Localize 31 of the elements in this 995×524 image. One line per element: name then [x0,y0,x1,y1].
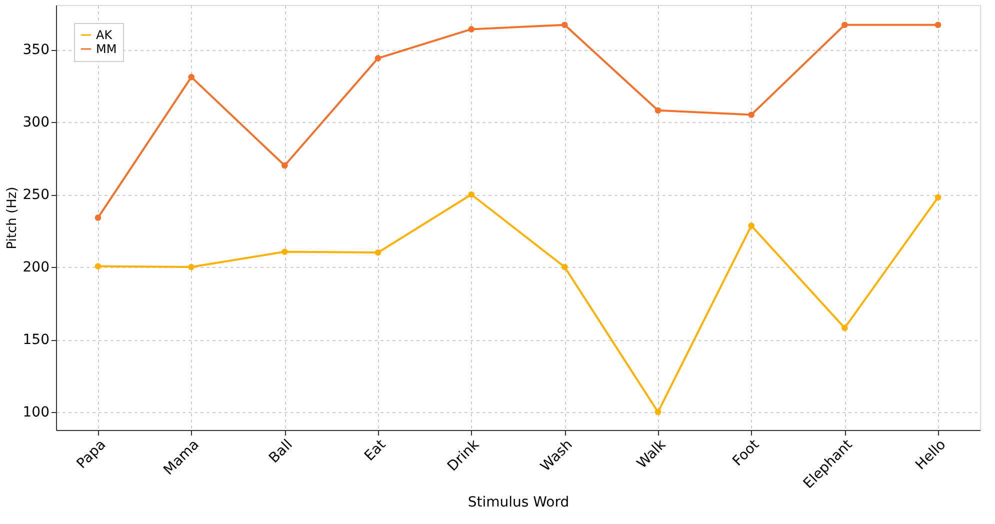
y-tick-label: 350 [22,42,50,58]
y-tick-label: 100 [22,404,50,421]
y-tick-label: 200 [22,260,50,276]
y-axis-title: Pitch (Hz) [4,186,20,250]
point [562,264,568,270]
point [748,222,754,229]
point [748,112,754,118]
y-tick-label: 300 [22,114,50,131]
legend-label: AK [96,28,114,42]
point [374,249,382,256]
point [934,22,942,28]
x-tick-label: Eat [362,436,390,464]
point [562,22,568,28]
point [282,162,288,169]
point [842,324,848,332]
point [282,248,288,255]
point [842,22,848,28]
point [188,264,194,270]
point [654,107,662,114]
point [94,214,102,221]
point [468,26,474,32]
legend-label: MM [96,42,117,56]
point [654,408,662,416]
point [468,191,474,198]
y-tick-label: 150 [22,332,50,348]
point [94,263,102,270]
point [934,194,942,201]
point [188,74,194,80]
point [374,55,382,62]
y-tick-label: 250 [22,187,50,204]
x-axis-title: Stimulus Word [468,494,570,510]
